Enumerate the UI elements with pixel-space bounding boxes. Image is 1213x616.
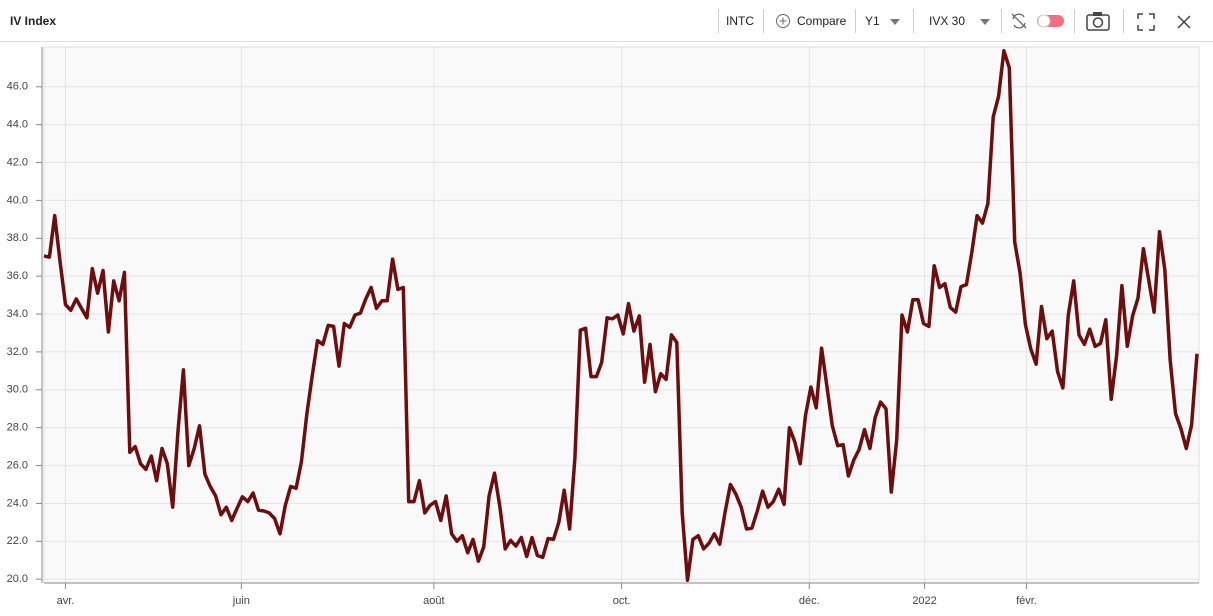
period-select[interactable]: Y1	[865, 14, 880, 28]
compare-button[interactable]: Compare	[797, 14, 847, 28]
y-tick-label: 44.0	[7, 119, 28, 131]
separator	[913, 9, 914, 33]
toolbar: IV Index INTC Compare Y1 IVX 30	[0, 0, 1213, 42]
chart: 20.0 22.0 24.0 26.0 28.0 30.0 32.0 34.0 36.0 38.0…	[7, 46, 1200, 607]
camera-icon[interactable]	[1086, 11, 1110, 31]
sync-icon[interactable]	[1010, 12, 1028, 30]
y-tick-label: 38.0	[7, 232, 28, 244]
y-tick-label: 26.0	[7, 459, 28, 471]
x-tick-label: août	[423, 595, 444, 607]
y-tick-label: 22.0	[7, 535, 28, 547]
dropdown-arrow[interactable]	[889, 18, 901, 26]
y-tick-label: 28.0	[7, 422, 28, 434]
dropdown-arrow[interactable]	[979, 18, 991, 26]
line-series	[43, 49, 1199, 582]
toggle[interactable]	[1036, 13, 1066, 29]
x-tick-label: déc.	[799, 595, 820, 607]
separator	[763, 9, 764, 33]
y-tick-label: 32.0	[7, 346, 28, 358]
fullscreen-icon[interactable]	[1137, 13, 1155, 31]
x-tick-label: avr.	[57, 595, 75, 607]
y-tick-label: 40.0	[7, 194, 28, 206]
separator	[718, 9, 719, 33]
separator	[855, 9, 856, 33]
chart-title: IV Index	[10, 14, 57, 28]
x-tick-label: oct.	[613, 595, 631, 607]
symbol[interactable]: INTC	[726, 14, 754, 28]
x-tick-label: févr.	[1016, 595, 1037, 607]
separator	[1001, 9, 1002, 33]
y-tick-label: 42.0	[7, 156, 28, 168]
y-tick-label: 24.0	[7, 497, 28, 509]
y-tick-label: 46.0	[7, 81, 28, 93]
separator	[1123, 9, 1124, 33]
y-tick-label: 36.0	[7, 270, 28, 282]
y-tick-label: 20.0	[7, 573, 28, 585]
close-icon[interactable]	[1176, 14, 1192, 30]
measure-select[interactable]: IVX 30	[929, 14, 966, 28]
x-tick-label: juin	[232, 595, 250, 607]
compare-icon[interactable]	[775, 13, 791, 29]
y-tick-label: 30.0	[7, 384, 28, 396]
separator	[1074, 9, 1075, 33]
y-tick-label: 34.0	[7, 308, 28, 320]
x-tick-label: 2022	[912, 595, 936, 607]
